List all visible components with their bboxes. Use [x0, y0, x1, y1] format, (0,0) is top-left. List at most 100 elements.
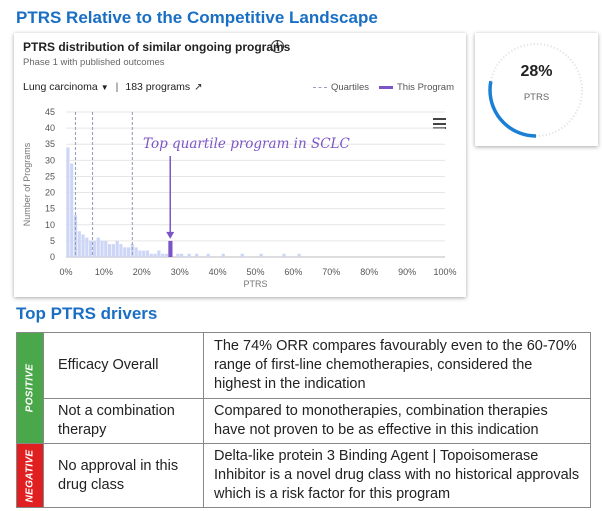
divider: |	[115, 81, 119, 93]
y-tick-label: 0	[50, 252, 55, 262]
quartiles-legend-swatch	[312, 87, 327, 88]
histogram-bar	[104, 240, 108, 257]
histogram-bar	[81, 234, 85, 257]
x-tick-label: 80%	[360, 267, 378, 277]
program-legend-swatch	[378, 86, 393, 89]
y-tick-label: 30	[45, 155, 55, 165]
ring-progress	[488, 42, 584, 138]
indication-select[interactable]: Lung carcinoma ▼	[23, 81, 109, 93]
y-tick-label: 5	[50, 236, 55, 246]
chevron-down-icon: ▼	[100, 83, 109, 92]
table-row: Not a combination therapy Compared to mo…	[17, 398, 591, 444]
histogram-bar	[130, 244, 134, 257]
ptrs-label: PTRS	[523, 92, 550, 103]
ptrs-score-card: 28% PTRS	[475, 33, 598, 146]
positive-tag-label: POSITIVE	[24, 363, 36, 413]
x-tick-label: 10%	[95, 267, 113, 277]
histogram-bar	[161, 253, 165, 257]
histogram-bar	[73, 215, 78, 257]
x-tick-label: 30%	[171, 267, 189, 277]
driver-factor: Not a combination therapy	[43, 398, 204, 444]
x-tick-label: 0%	[59, 267, 72, 277]
histogram-bar	[138, 250, 142, 257]
annotation-arrow-head	[166, 231, 175, 239]
histogram-bar	[119, 244, 123, 257]
driver-description: Compared to monotherapies, combination t…	[203, 398, 591, 444]
table-row: POSITIVE Efficacy Overall The 74% ORR co…	[16, 332, 591, 444]
histogram-bar	[195, 253, 199, 257]
driver-factor: No approval in this drug class	[43, 443, 204, 508]
y-tick-label: 15	[45, 204, 55, 214]
histogram-bar	[142, 250, 146, 257]
histogram-bar	[180, 253, 184, 257]
drivers-table: POSITIVE Efficacy Overall The 74% ORR co…	[16, 332, 591, 508]
histogram-bar	[85, 237, 89, 257]
programs-count: 183 programs	[125, 81, 191, 93]
negative-tag: NEGATIVE	[16, 443, 44, 508]
histogram-bar	[123, 247, 127, 257]
ptrs-distribution-card: PTRS distribution of similar ongoing pro…	[14, 33, 466, 297]
x-tick-label: 50%	[246, 267, 264, 277]
programs-link[interactable]: 183 programs ↗	[125, 81, 202, 93]
x-axis-label: PTRS	[243, 279, 267, 289]
histogram-bar	[282, 253, 286, 257]
histogram-bar	[111, 244, 115, 257]
indication-label: Lung carcinoma	[23, 81, 98, 93]
histogram-bar	[115, 240, 119, 257]
histogram-bar	[134, 247, 138, 257]
histogram-bar	[70, 163, 74, 257]
driver-description: The 74% ORR compares favourably even to …	[203, 332, 591, 399]
chart-heading: PTRS distribution of similar ongoing pro…	[23, 40, 291, 54]
y-tick-label: 25	[45, 171, 55, 181]
ptrs-ring	[488, 42, 584, 138]
y-tick-label: 45	[45, 107, 55, 117]
x-tick-label: 20%	[133, 267, 151, 277]
histogram-bar	[240, 253, 244, 257]
this-program-bar	[168, 240, 173, 257]
histogram-bar	[157, 250, 161, 257]
histogram-bar	[89, 240, 93, 257]
quartiles-legend-label: Quartiles	[330, 82, 369, 93]
histogram-bar	[176, 253, 180, 257]
histogram-bar	[259, 253, 263, 257]
histogram-bar	[206, 253, 210, 257]
histogram-bar	[153, 253, 157, 257]
x-tick-label: 70%	[322, 267, 340, 277]
y-tick-label: 20	[45, 188, 55, 198]
info-icon[interactable]: i	[271, 40, 284, 53]
annotation-label: Top quartile program in SCLC	[143, 136, 351, 152]
histogram-bar	[164, 253, 169, 257]
histogram-bar	[107, 244, 112, 257]
histogram-bar	[96, 237, 100, 257]
histogram-bar	[100, 240, 104, 257]
histogram-bar	[92, 240, 97, 257]
program-legend-label: This Program	[396, 82, 454, 93]
histogram-bar	[77, 231, 81, 257]
drivers-title: Top PTRS drivers	[16, 304, 158, 323]
table-row: NEGATIVE No approval in this drug class …	[16, 443, 591, 508]
histogram-bar	[187, 253, 191, 257]
histogram-bar	[66, 147, 70, 257]
chart-legend: Quartiles This Program	[312, 82, 454, 93]
histogram-bar	[145, 250, 150, 257]
y-tick-label: 35	[45, 139, 55, 149]
y-tick-label: 40	[45, 123, 55, 133]
ptrs-histogram: 0 5 10 15 20 25 30 35 40 45 0% 10% 20% 30% 40% 50% 60% 70…	[22, 107, 457, 289]
page-title: PTRS Relative to the Competitive Landsca…	[16, 8, 378, 27]
chart-subtitle: Phase 1 with published outcomes	[23, 57, 165, 68]
histogram-bar	[126, 247, 131, 257]
negative-tag-label: NEGATIVE	[24, 449, 36, 502]
y-axis-label: Number of Programs	[22, 142, 32, 226]
x-tick-label: 90%	[398, 267, 416, 277]
histogram-bar	[297, 253, 301, 257]
positive-tag: POSITIVE	[16, 332, 44, 444]
x-tick-label: 40%	[209, 267, 227, 277]
ptrs-value: 28%	[520, 63, 553, 80]
filter-row: Lung carcinoma ▼ | 183 programs ↗	[23, 81, 203, 93]
histogram-bar	[149, 253, 153, 257]
driver-factor: Efficacy Overall	[43, 332, 204, 399]
x-tick-label: 100%	[433, 267, 456, 277]
histogram-bar	[221, 253, 225, 257]
x-tick-label: 60%	[284, 267, 302, 277]
external-link-icon: ↗	[194, 82, 203, 93]
